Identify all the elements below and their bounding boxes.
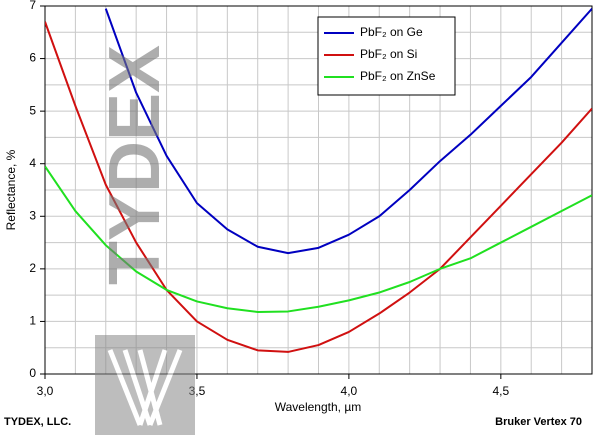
y-tick-label: 5	[29, 103, 36, 117]
footer-right: Bruker Vertex 70	[495, 416, 582, 428]
y-tick-label: 1	[29, 314, 36, 328]
watermark: TYDEX	[95, 45, 175, 285]
y-tick-label: 0	[29, 366, 36, 380]
series-line	[45, 21, 592, 353]
logo-lines	[107, 349, 183, 426]
legend-label: PbF₂ on Si	[360, 47, 417, 61]
series-line	[104, 7, 592, 255]
y-tick-label: 3	[29, 208, 36, 222]
y-axis-label: Reflectance, %	[4, 149, 18, 230]
footer-left: TYDEX, LLC.	[4, 416, 71, 428]
logo	[95, 335, 195, 435]
y-tick-label: 7	[29, 0, 36, 12]
y-tick-label: 6	[29, 51, 36, 65]
x-tick-label: 4,5	[492, 384, 509, 398]
x-tick-label: 3,0	[37, 384, 54, 398]
x-axis-label: Wavelength, µm	[275, 400, 362, 414]
series-group	[45, 7, 592, 353]
plot-frame	[44, 5, 593, 375]
legend-label: PbF₂ on ZnSe	[360, 69, 436, 83]
y-tick-label: 4	[29, 156, 36, 170]
y-tick-label: 2	[29, 261, 36, 275]
legend-label: PbF₂ on Ge	[360, 25, 423, 39]
x-tick-label: 4,0	[341, 384, 358, 398]
series-line	[45, 165, 592, 313]
